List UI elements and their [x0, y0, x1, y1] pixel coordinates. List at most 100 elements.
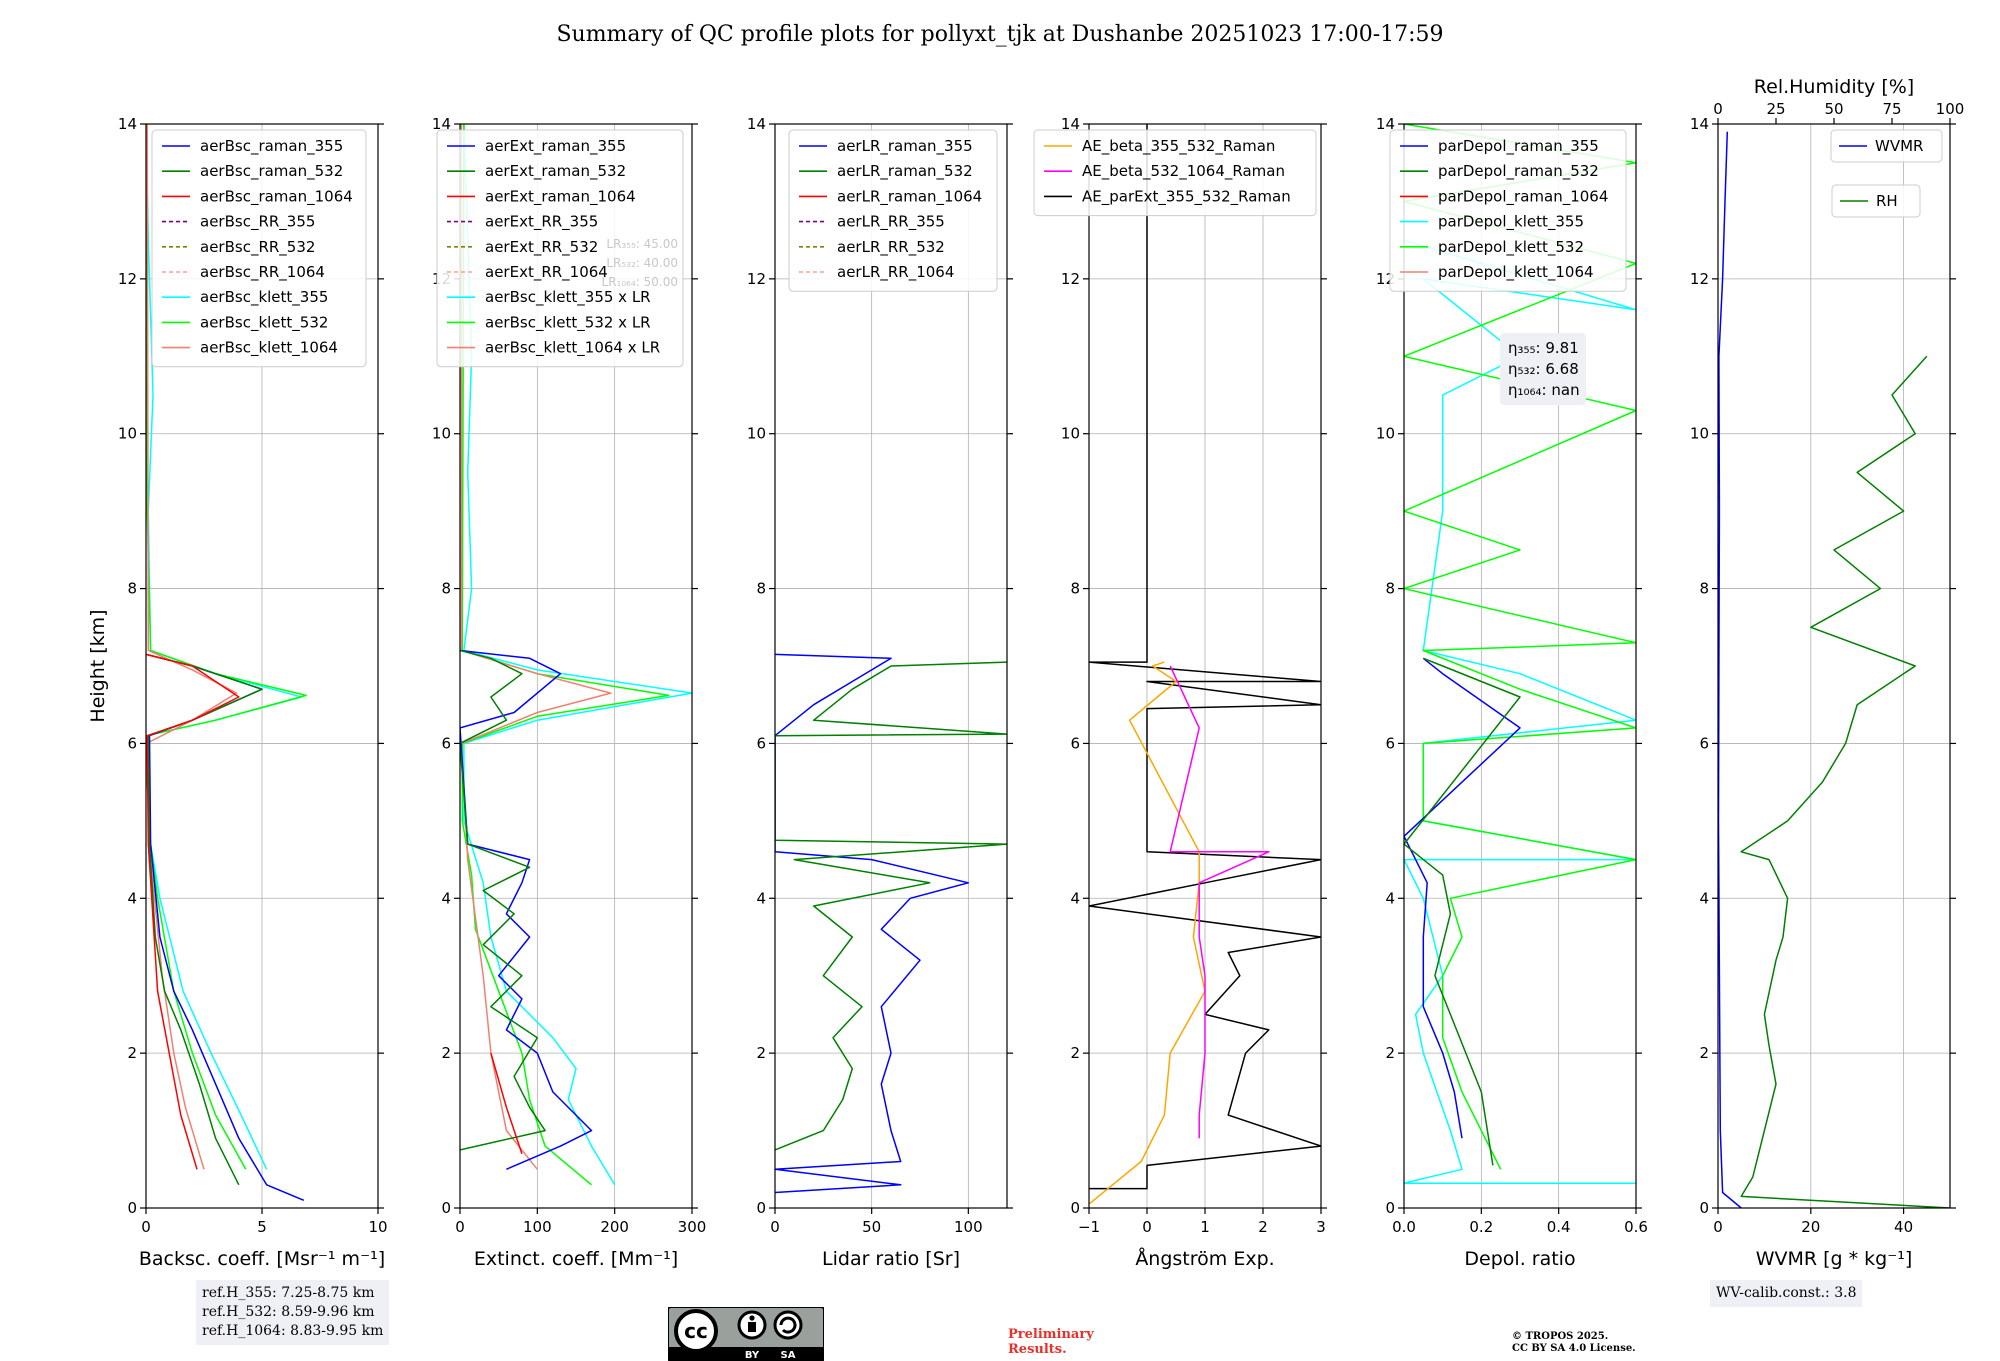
y-tick-label: 14	[1376, 115, 1395, 133]
x-tick-label: 3	[1316, 1218, 1326, 1236]
x-tick-label: −1	[1078, 1218, 1100, 1236]
legend-label: aerBsc_klett_532 x LR	[485, 313, 651, 332]
ref-height-355: ref.H_355: 7.25-8.75 km	[202, 1285, 375, 1301]
legend-ext: aerExt_raman_355 aerExt_raman_532 aerExt_r…	[436, 129, 684, 368]
x-tick-label: 0.2	[1469, 1218, 1493, 1236]
y-tick-label: 4	[1699, 889, 1709, 907]
series-aerExt_raman_355	[460, 649, 593, 1170]
legend-lr: aerLR_raman_355 aerLR_raman_532 aerLR_rama…	[788, 129, 998, 292]
legend-label: aerExt_RR_1064	[485, 263, 608, 282]
y-tick-label: 12	[747, 270, 766, 288]
y-tick-label: 0	[756, 1199, 766, 1217]
y-tick-label: 6	[441, 734, 451, 752]
y-tick-label: 10	[432, 425, 451, 443]
y-tick-label: 14	[1061, 115, 1080, 133]
figure-title: Summary of QC profile plots for pollyxt_…	[556, 22, 1444, 47]
legend-label: aerBsc_RR_355	[200, 213, 315, 232]
x2-tick-label: 50	[1824, 100, 1843, 118]
x-axis-label: Ångström Exp.	[1135, 1247, 1274, 1270]
legend-ae: AE_beta_355_532_Raman AE_beta_532_1064_Ra…	[1033, 129, 1317, 217]
legend-label: aerBsc_raman_532	[200, 162, 343, 181]
preliminary-results-note: Preliminary Results.	[1008, 1327, 1094, 1357]
legend-label: aerLR_raman_532	[837, 162, 973, 181]
y-tick-label: 0	[1070, 1199, 1080, 1217]
legend-label: aerBsc_raman_1064	[200, 187, 353, 206]
x2-tick-label: 25	[1766, 100, 1785, 118]
copyright-line-1: © TROPOS 2025.	[1512, 1331, 1609, 1342]
x-tick-label: 0	[1142, 1218, 1152, 1236]
series-parDepol_raman_355	[1404, 657, 1521, 1139]
legend-label: aerBsc_klett_1064 x LR	[485, 339, 660, 358]
x-axis-label: Extinct. coeff. [Mm⁻¹]	[474, 1248, 678, 1270]
legend-bsc: aerBsc_raman_355 aerBsc_raman_532 aerBsc_r…	[151, 129, 367, 368]
y-tick-label: 0	[441, 1199, 451, 1217]
y-tick-label: 2	[756, 1044, 766, 1062]
cc-sa-label: SA	[781, 1350, 796, 1361]
y-axis-label: Height [km]	[87, 609, 109, 722]
y-tick-label: 0	[1385, 1199, 1395, 1217]
wv-calib-const: WV-calib.const.: 3.8	[1716, 1285, 1857, 1301]
legend-label: aerLR_RR_1064	[837, 263, 954, 282]
svg-text:cc: cc	[684, 1319, 708, 1343]
legend-label: aerExt_RR_355	[485, 213, 598, 232]
y-tick-label: 10	[1690, 425, 1709, 443]
legend-label: aerBsc_klett_1064	[200, 339, 338, 358]
legend-label: parDepol_klett_1064	[1438, 263, 1594, 282]
series-AE_beta_532_1064_Raman	[1169, 665, 1270, 1139]
legend-label: aerExt_raman_1064	[485, 187, 636, 206]
y-tick-label: 2	[127, 1044, 137, 1062]
series-aerExt_raman_1064	[490, 1052, 523, 1155]
series-aerBsc_raman_532	[146, 653, 263, 1186]
x-tick-label: 0	[770, 1218, 780, 1236]
lr-note: LR₁₀₆₄: 50.00	[602, 275, 678, 289]
y-tick-label: 10	[118, 425, 137, 443]
series-WVMR	[1718, 131, 1742, 1208]
x-tick-label: 300	[678, 1218, 707, 1236]
legend-label: parDepol_raman_355	[1438, 137, 1599, 156]
ref-height-532: ref.H_532: 8.59-9.96 km	[202, 1304, 375, 1320]
legend-label: aerLR_raman_1064	[837, 187, 982, 206]
y-tick-label: 4	[756, 889, 766, 907]
y-tick-label: 2	[441, 1044, 451, 1062]
legend-label: parDepol_raman_532	[1438, 162, 1599, 181]
eta-value: η₁₀₆₄: nan	[1508, 381, 1580, 399]
legend-label: aerBsc_klett_355 x LR	[485, 288, 651, 307]
y-tick-label: 14	[118, 115, 137, 133]
y-tick-label: 14	[747, 115, 766, 133]
y-tick-label: 10	[1061, 425, 1080, 443]
x2-axis-label: Rel.Humidity [%]	[1754, 76, 1914, 98]
lr-note: LR₃₅₅: 45.00	[606, 237, 678, 251]
y-tick-label: 14	[432, 115, 451, 133]
series-AE_parExt_355_532_Raman	[1089, 124, 1321, 1190]
legend-rh: RH	[1831, 184, 1921, 218]
series-parDepol_raman_532	[1404, 657, 1521, 1166]
y-tick-label: 6	[756, 734, 766, 752]
y-tick-label: 8	[756, 580, 766, 598]
x-axis-label: WVMR [g * kg⁻¹]	[1756, 1248, 1913, 1270]
x-tick-label: 0.4	[1547, 1218, 1571, 1236]
eta-value: η₃₅₅: 9.81	[1508, 339, 1579, 357]
legend-label: aerBsc_RR_532	[200, 238, 315, 257]
x-axis-label: Backsc. coeff. [Msr⁻¹ m⁻¹]	[139, 1248, 385, 1270]
legend-wvmr: WVMR	[1830, 129, 1943, 163]
legend-label: aerBsc_klett_532	[200, 313, 328, 332]
x-axis-label: Lidar ratio [Sr]	[822, 1248, 960, 1270]
y-tick-label: 0	[1699, 1199, 1709, 1217]
y-tick-label: 8	[127, 580, 137, 598]
y-tick-label: 8	[1070, 580, 1080, 598]
copyright-line-2: CC BY SA 4.0 License.	[1512, 1343, 1636, 1354]
y-tick-label: 8	[1699, 580, 1709, 598]
eta-value: η₅₃₂: 6.68	[1508, 360, 1579, 378]
legend-label: aerBsc_RR_1064	[200, 263, 325, 282]
legend-label: parDepol_raman_1064	[1438, 187, 1608, 206]
x-tick-label: 10	[368, 1218, 387, 1236]
y-tick-label: 12	[1690, 270, 1709, 288]
y-tick-label: 0	[127, 1199, 137, 1217]
x-tick-label: 100	[954, 1218, 983, 1236]
x-tick-label: 100	[523, 1218, 552, 1236]
legend-label: aerExt_raman_532	[485, 162, 626, 181]
series-RH	[1740, 355, 1950, 1208]
preliminary-line-1: Preliminary	[1008, 1327, 1094, 1342]
